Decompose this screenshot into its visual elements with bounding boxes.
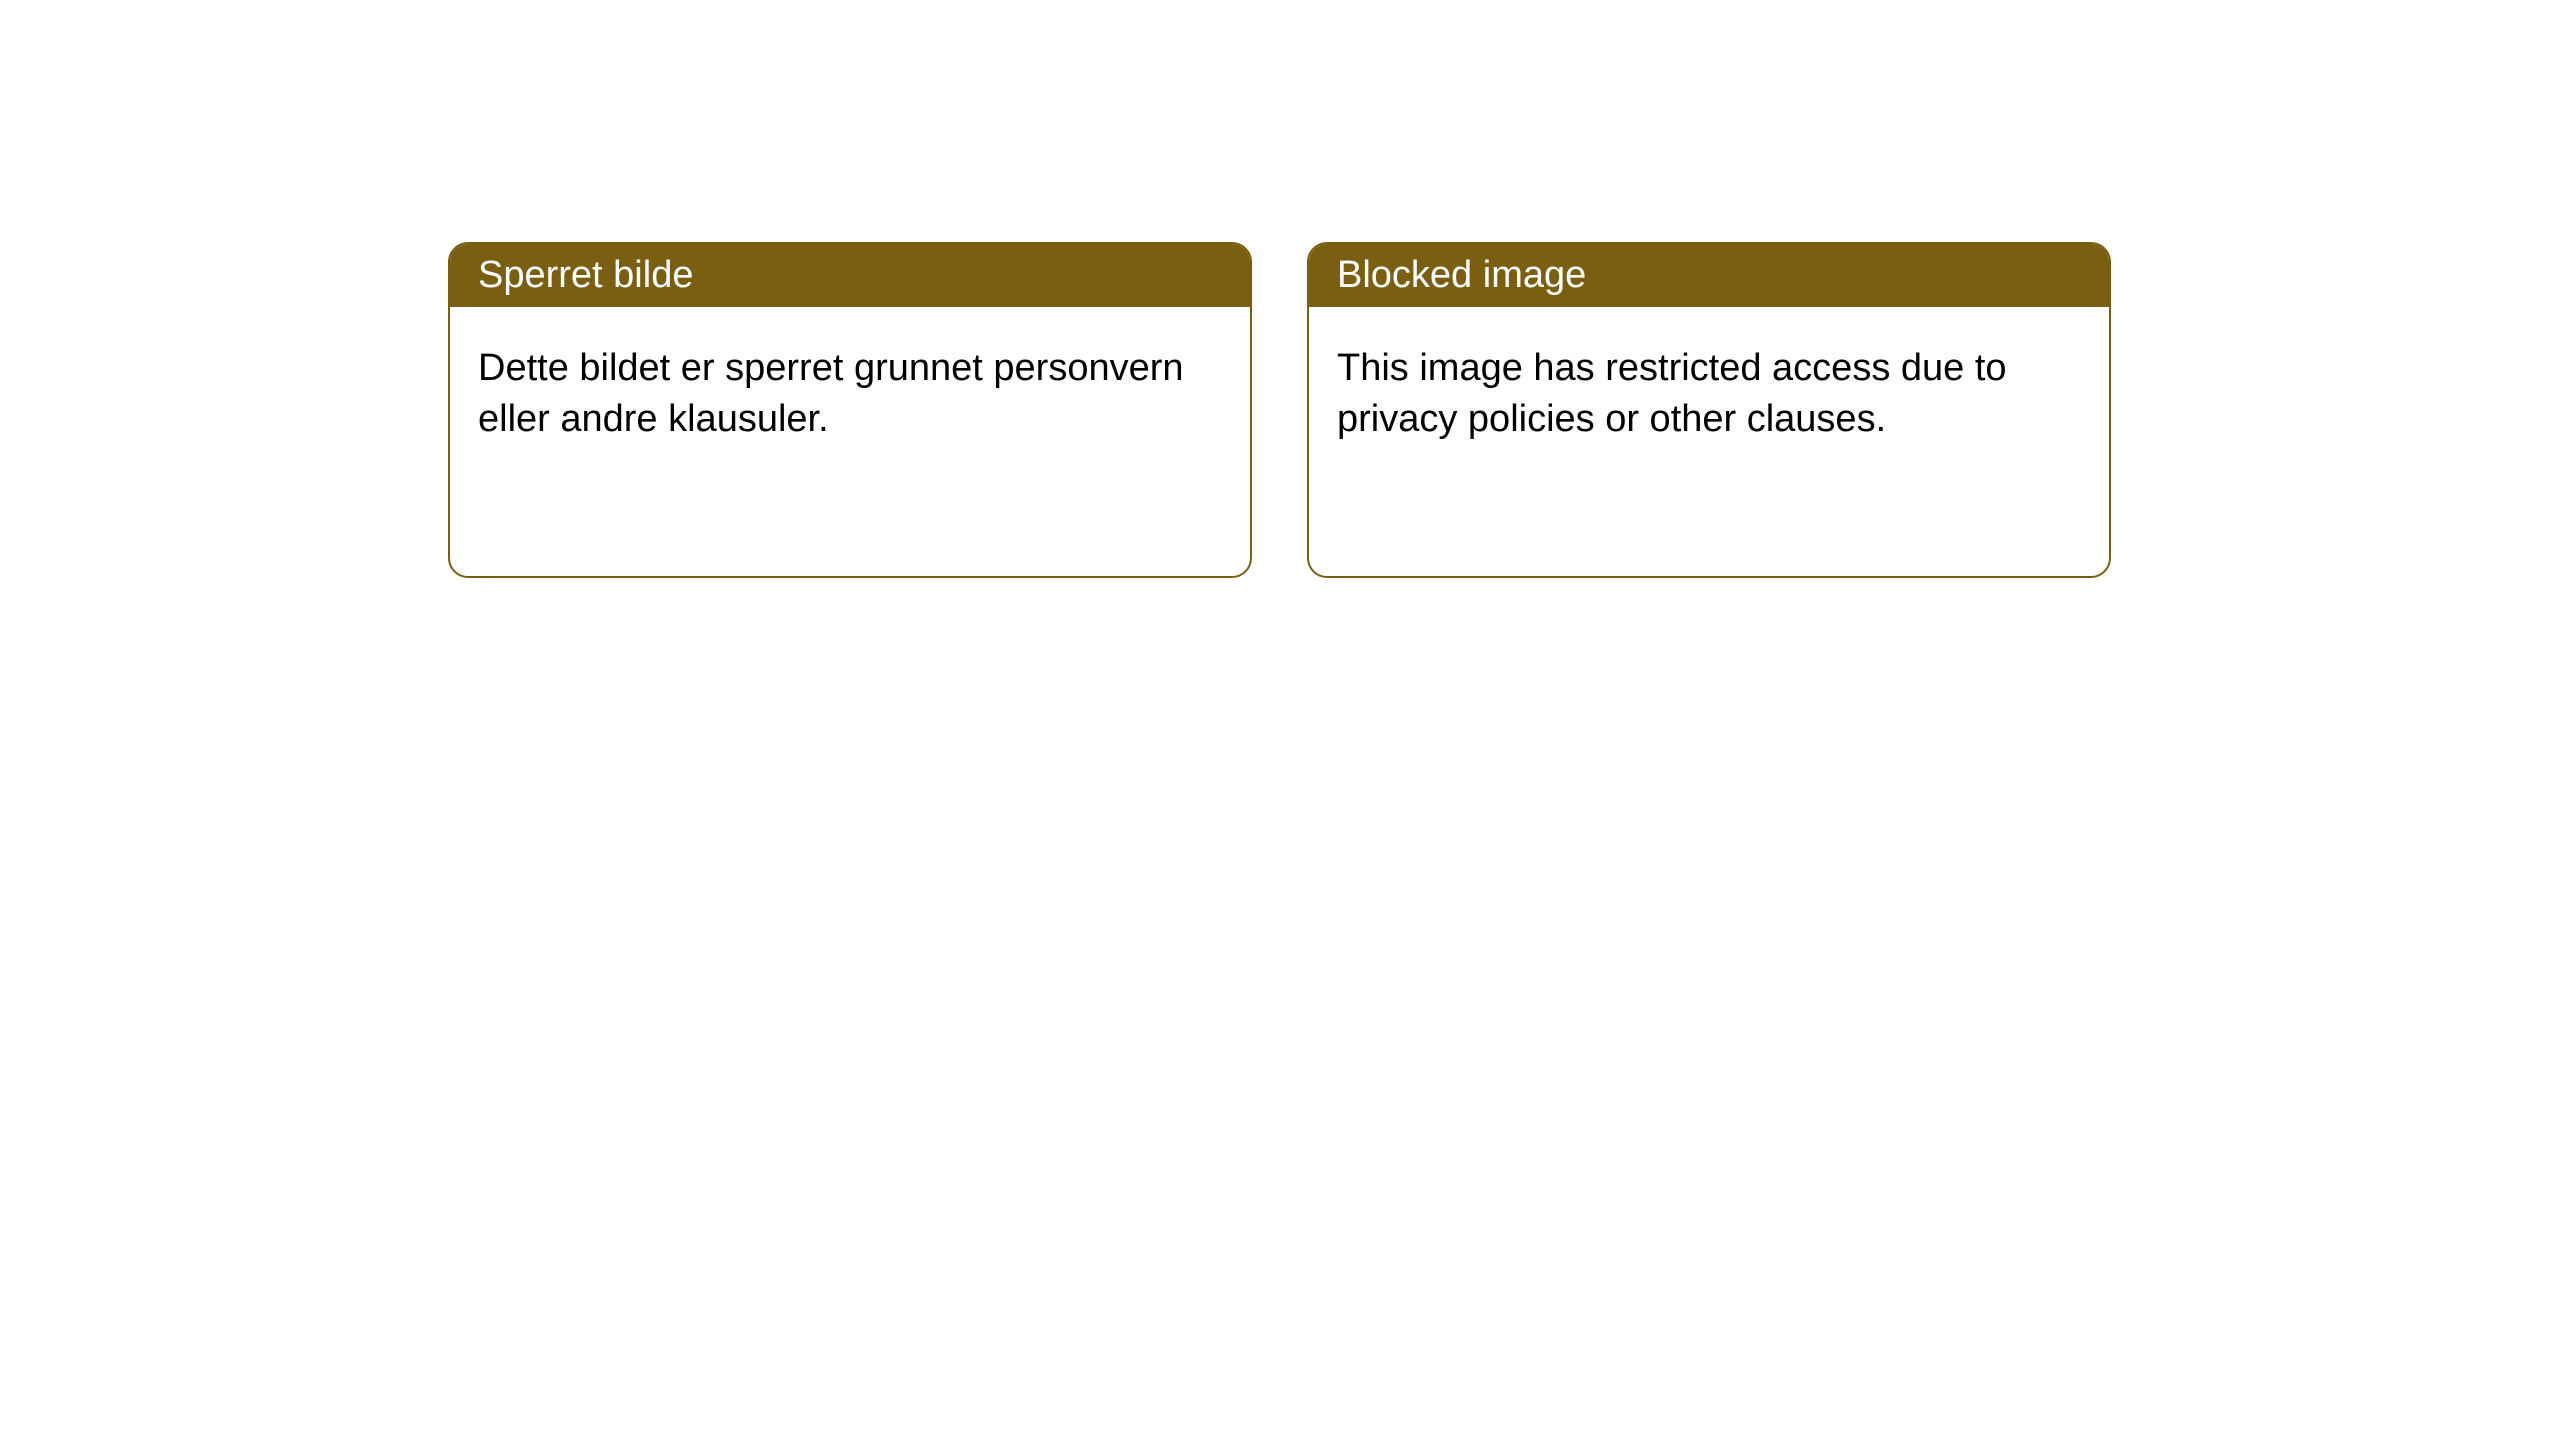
card-body: Dette bildet er sperret grunnet personve… [450,307,1250,482]
card-header: Blocked image [1309,244,2109,307]
card-header: Sperret bilde [450,244,1250,307]
card-body-text: Dette bildet er sperret grunnet personve… [478,347,1184,440]
notice-card-english: Blocked image This image has restricted … [1307,242,2111,578]
card-header-text: Blocked image [1337,254,1586,296]
card-body: This image has restricted access due to … [1309,307,2109,482]
notice-container: Sperret bilde Dette bildet er sperret gr… [0,0,2560,578]
card-header-text: Sperret bilde [478,254,693,296]
card-body-text: This image has restricted access due to … [1337,347,2007,440]
notice-card-norwegian: Sperret bilde Dette bildet er sperret gr… [448,242,1252,578]
